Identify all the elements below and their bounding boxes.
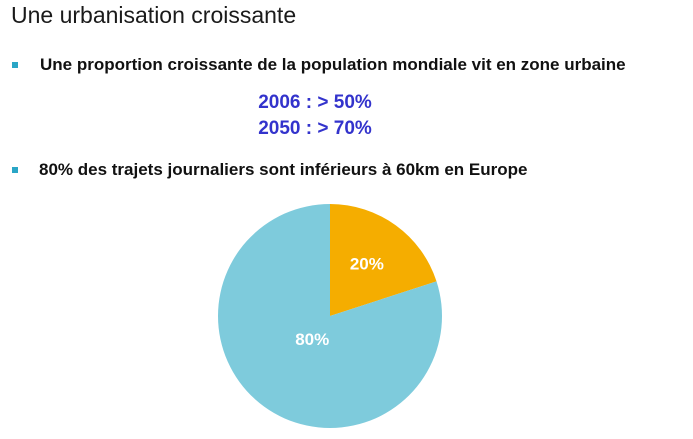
stat-2006: 2006 : > 50%	[258, 92, 372, 113]
pie-slice-label-1: 80%	[295, 330, 329, 349]
pie-slice-1	[218, 204, 443, 429]
stat-2050: 2050 : > 70%	[258, 118, 372, 139]
pie-slice-label-0: 20%	[350, 255, 384, 274]
bullet-item-urban-population: Une proportion croissante de la populati…	[12, 55, 626, 75]
bullet-item-daily-trips: 80% des trajets journaliers sont inférie…	[12, 160, 527, 180]
square-bullet-icon	[12, 167, 18, 173]
bullet-text: 80% des trajets journaliers sont inférie…	[39, 160, 528, 179]
square-bullet-icon	[12, 62, 18, 68]
slide-title: Une urbanisation croissante	[11, 2, 297, 28]
pie-slice-0	[330, 204, 437, 316]
bullet-text: Une proportion croissante de la populati…	[40, 55, 626, 74]
